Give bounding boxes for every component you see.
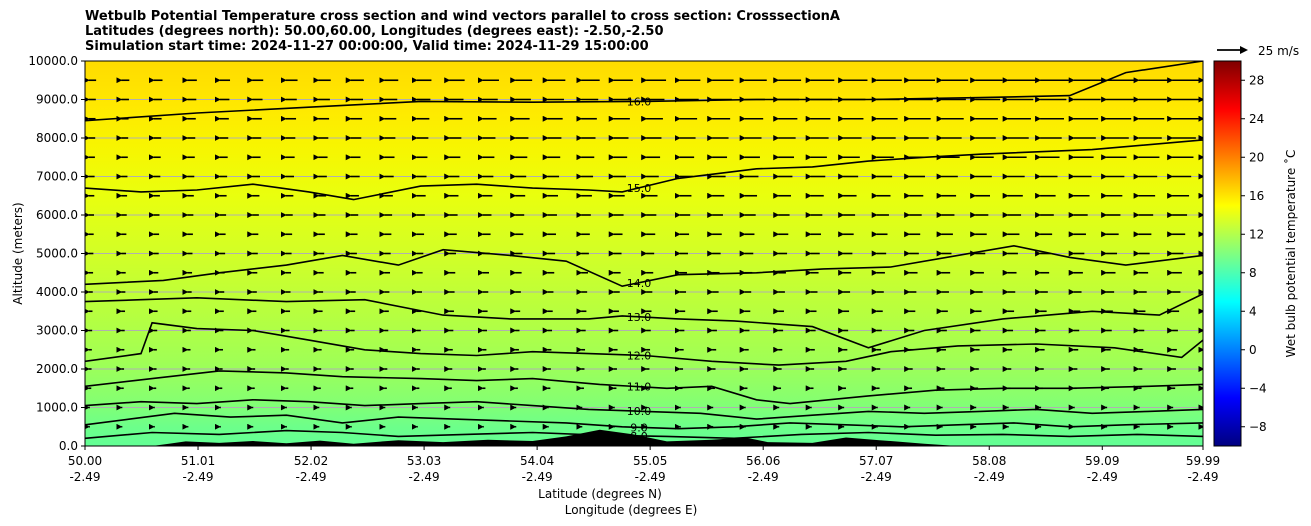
y-axis-label: Altitude (meters) [11, 202, 25, 304]
y-tick-label: 0.0 [59, 439, 78, 453]
x-tick-label-lat: 58.08 [972, 454, 1006, 468]
contour-label-16.0: 16.0 [627, 95, 652, 108]
y-tick-label: 9000.0 [36, 93, 78, 107]
contour-line-14.0 [85, 244, 1203, 288]
colorbar-tick-label: 12 [1249, 227, 1264, 241]
x-tick-label-lat: 54.04 [520, 454, 554, 468]
x-tick-label-lon: -2.49 [861, 470, 892, 484]
y-tick-label: 1000.0 [36, 401, 78, 415]
colorbar-tick-label: −8 [1249, 420, 1267, 434]
x-tick-label-lat: 52.02 [294, 454, 328, 468]
contour-line-9.0 [85, 412, 1203, 430]
x-tick-label-lon: -2.49 [635, 470, 666, 484]
x-tick-label-lat: 56.06 [746, 454, 780, 468]
colorbar-tick-label: −4 [1249, 381, 1267, 395]
contour-label-15.0: 15.0 [627, 182, 652, 195]
contour-label-13.0: 13.0 [627, 311, 652, 324]
contour-label-14.0: 14.0 [627, 277, 652, 290]
contour-label-8.0: 8.0 [630, 430, 648, 443]
quiver-key-arrowhead [1240, 46, 1248, 54]
colorbar-tick-label: 8 [1249, 266, 1257, 280]
chart-title-line-2: Latitudes (degrees north): 50.00,60.00, … [85, 24, 664, 39]
x-tick-label-lon: -2.49 [522, 470, 553, 484]
contour-label-10.0: 10.0 [627, 405, 652, 418]
x-tick-label-lat: 50.00 [68, 454, 102, 468]
contour-label-12.0: 12.0 [627, 349, 652, 362]
y-tick-label: 6000.0 [36, 208, 78, 222]
x-tick-label-lon: -2.49 [748, 470, 779, 484]
colorbar-gradient [1213, 60, 1242, 447]
x-tick-label-lon: -2.49 [1187, 470, 1218, 484]
terrain-silhouette [85, 429, 1203, 446]
y-tick-label: 2000.0 [36, 362, 78, 376]
chart-title-line-3: Simulation start time: 2024-11-27 00:00:… [85, 39, 649, 54]
x-tick-label-lat: 51.01 [181, 454, 215, 468]
colorbar-tick-label: 4 [1249, 304, 1257, 318]
x-axis-label-lon: Longitude (degrees E) [565, 503, 698, 517]
y-tick-label: 10000.0 [28, 54, 78, 68]
contour-line-10.0 [85, 398, 1203, 420]
chart-title-line-1: Wetbulb Potential Temperature cross sect… [85, 9, 840, 24]
contour-line-16.0 [85, 61, 1203, 122]
x-tick-label-lat: 59.99 [1186, 454, 1220, 468]
x-tick-label-lat: 59.09 [1085, 454, 1119, 468]
y-tick-label: 3000.0 [36, 324, 78, 338]
x-tick-label-lat: 53.03 [407, 454, 441, 468]
x-tick-label-lon: -2.49 [974, 470, 1005, 484]
x-tick-label-lon: -2.49 [69, 470, 100, 484]
x-tick-label-lon: -2.49 [1087, 470, 1118, 484]
colorbar-label: Wet bulb potential temperature ˚C [1283, 150, 1298, 358]
contour-line-8.0 [85, 429, 1203, 440]
colorbar-tick-label: 16 [1249, 189, 1264, 203]
x-tick-label-lon: -2.49 [182, 470, 213, 484]
quiver-key-label: 25 m/s [1258, 44, 1299, 58]
y-tick-label: 8000.0 [36, 131, 78, 145]
x-tick-label-lon: -2.49 [296, 470, 327, 484]
x-tick-label-lat: 55.05 [633, 454, 667, 468]
contour-line-13.0 [85, 293, 1203, 349]
y-tick-label: 7000.0 [36, 170, 78, 184]
y-tick-label: 5000.0 [36, 247, 78, 261]
x-tick-label-lat: 57.07 [859, 454, 893, 468]
y-tick-label: 4000.0 [36, 285, 78, 299]
contour-label-11.0: 11.0 [627, 381, 652, 394]
colorbar-tick-label: 28 [1249, 73, 1264, 87]
x-tick-label-lon: -2.49 [409, 470, 440, 484]
colorbar-tick-label: 0 [1249, 343, 1257, 357]
x-axis-label-lat: Latitude (degrees N) [538, 487, 662, 501]
colorbar-tick-label: 20 [1249, 150, 1264, 164]
colorbar-tick-label: 24 [1249, 112, 1264, 126]
